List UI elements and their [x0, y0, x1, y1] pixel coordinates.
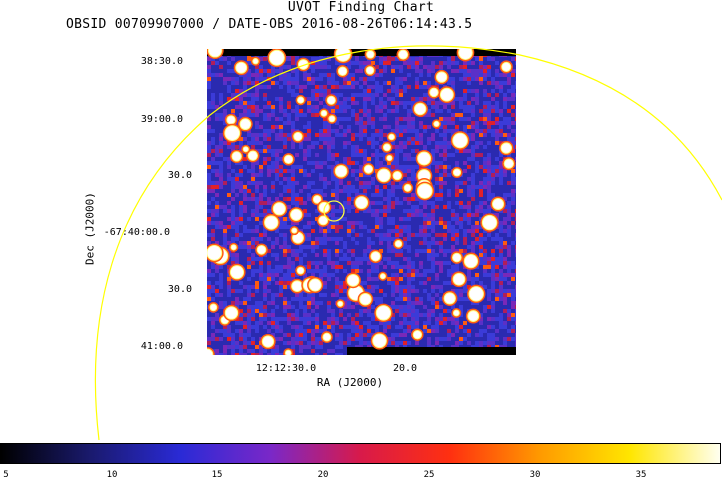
dec-tick-4: 30.0 — [167, 284, 192, 295]
colorbar-label-30: 30 — [529, 470, 541, 480]
colorbar-label-5: 5 — [3, 470, 9, 480]
dec-tick-2: 30.0 — [167, 170, 192, 181]
colorbar — [0, 443, 721, 464]
chart-title: UVOT Finding Chart — [287, 0, 435, 15]
dec-axis-label: Dec (J2000) — [83, 192, 97, 265]
dec-tick-5: 41:00.0 — [140, 341, 183, 352]
ra-tick-0: 12:12:30.0 — [255, 363, 317, 374]
obs-subtitle: OBSID 00709907000 / DATE-OBS 2016-08-26T… — [66, 17, 473, 32]
colorbar-label-15: 15 — [211, 470, 223, 480]
colorbar-label-25: 25 — [423, 470, 435, 480]
sky-image[interactable] — [207, 49, 516, 355]
sky-image-canvas — [207, 49, 516, 355]
colorbar-label-10: 10 — [106, 470, 118, 480]
ra-axis-label: RA (J2000) — [316, 376, 384, 389]
colorbar-label-35: 35 — [635, 470, 647, 480]
colorbar-label-20: 20 — [317, 470, 329, 480]
dec-tick-1: 39:00.0 — [140, 114, 183, 125]
ra-tick-1: 20.0 — [392, 363, 418, 374]
dec-tick-0: 38:30.0 — [140, 56, 183, 67]
